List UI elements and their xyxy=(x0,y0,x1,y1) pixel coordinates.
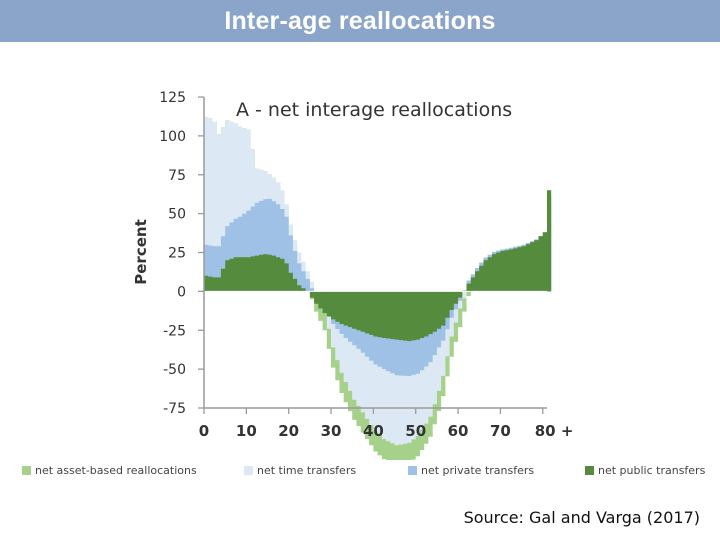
y-tick-label: 0 xyxy=(177,284,186,300)
y-tick-label: -50 xyxy=(163,362,186,378)
y-axis-label: Percent xyxy=(132,219,150,284)
legend-swatch xyxy=(408,466,417,475)
y-tick-label: 100 xyxy=(159,129,186,145)
legend-swatch xyxy=(22,466,31,475)
legend-item-net-asset-based-reallocations: net asset-based reallocations xyxy=(22,464,197,477)
legend-item-net-private-transfers: net private transfers xyxy=(408,464,534,477)
x-tick-label: 10 xyxy=(236,422,257,440)
x-tick-label: 30 xyxy=(321,422,342,440)
y-tick-label: -75 xyxy=(163,401,186,417)
interage-reallocations-chart: 125 100 75 50 25 0 -25 -50 -75 0 10 20 30 40 50 60 70 80… xyxy=(132,90,574,460)
legend-swatch xyxy=(244,466,253,475)
y-tick-label: 125 xyxy=(159,90,186,106)
x-tick-label: 20 xyxy=(278,422,299,440)
y-ticks: 125 100 75 50 25 0 -25 -50 -75 xyxy=(159,90,204,417)
y-tick-label: 50 xyxy=(168,207,186,223)
x-tick-label: 80 + xyxy=(535,422,574,440)
chart-legend: net asset-based reallocations net time tr… xyxy=(0,462,720,482)
area-net-private-transfers xyxy=(204,196,552,376)
chart-areas xyxy=(204,117,552,460)
y-tick-label: -25 xyxy=(163,323,186,339)
y-tick-label: 25 xyxy=(168,246,186,262)
area-net-public-transfers xyxy=(204,190,552,342)
legend-label: net asset-based reallocations xyxy=(35,464,197,477)
legend-item-net-time-transfers: net time transfers xyxy=(244,464,356,477)
legend-item-net-public-transfers: net public transfers xyxy=(585,464,705,477)
legend-label: net time transfers xyxy=(257,464,357,477)
legend-swatch xyxy=(585,466,594,475)
x-tick-label: 40 xyxy=(363,422,384,440)
x-ticks: 0 10 20 30 40 50 60 70 80 + xyxy=(199,408,574,440)
chart-title: A - net interage reallocations xyxy=(236,99,512,121)
legend-label: net public transfers xyxy=(598,464,706,477)
x-tick-label: 0 xyxy=(199,422,209,440)
y-tick-label: 75 xyxy=(168,168,186,184)
x-tick-label: 50 xyxy=(405,422,426,440)
slide-title: Inter-age reallocations xyxy=(0,0,720,42)
x-tick-label: 60 xyxy=(448,422,469,440)
x-tick-label: 70 xyxy=(490,422,511,440)
legend-label: net private transfers xyxy=(421,464,535,477)
source-citation: Source: Gal and Varga (2017) xyxy=(463,508,700,527)
